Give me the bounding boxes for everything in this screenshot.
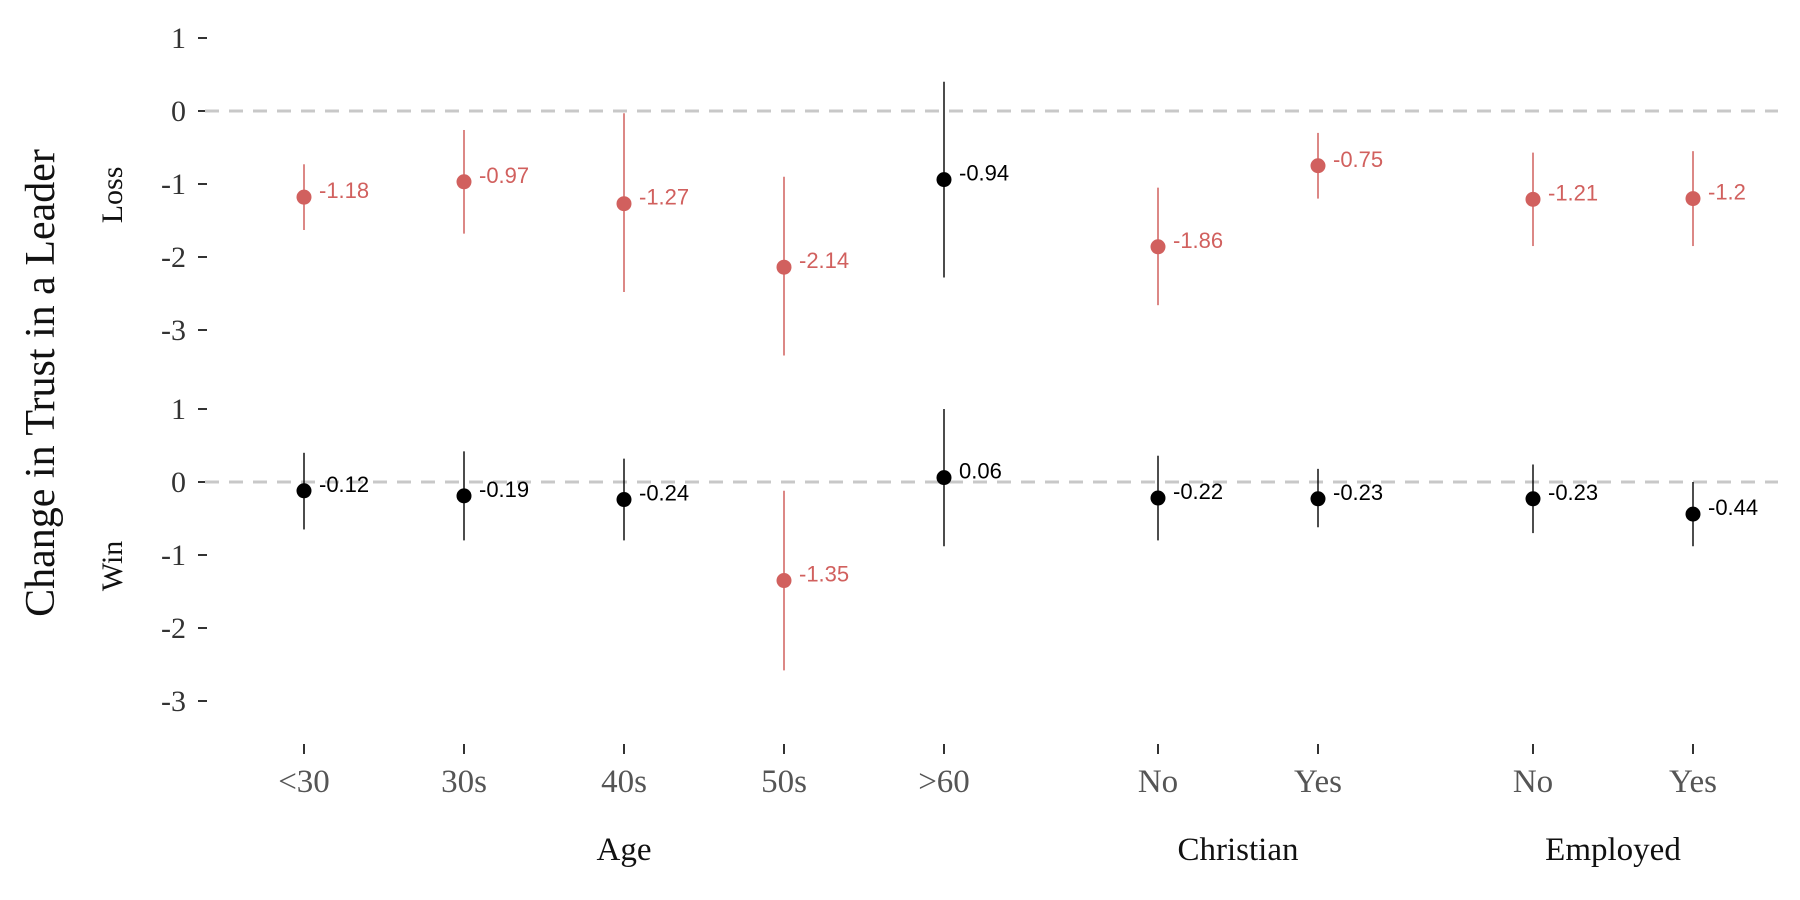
data-label: 0.06 [959,459,1002,484]
data-label: -0.24 [639,481,689,506]
x-tick-label: Yes [1294,764,1342,800]
y-tick-label: -3 [161,314,186,347]
data-point [1685,506,1701,522]
panel-win: Win 1 0 -1 -2 -3 -0.12 -0.19 -0.24 -1.35 0.06 -0.22… [96,393,1778,718]
data-point [296,189,312,205]
data-label: -1.18 [319,178,369,203]
x-tick-label: <30 [278,764,330,800]
data-point [1150,239,1166,255]
data-label: -1.21 [1548,180,1598,205]
data-point [776,573,792,589]
y-tick-label: -3 [161,685,186,718]
data-label: -1.27 [639,185,689,210]
panel-loss: Loss 1 0 -1 -2 -3 -1.18 -0.97 -1.27 -2.14 -0.94 -1.… [96,22,1778,356]
data-label: -0.23 [1548,480,1598,505]
data-label: -0.75 [1333,147,1383,172]
x-tick-label: 50s [761,764,807,800]
data-label: -0.97 [479,163,529,188]
data-point [1525,491,1541,507]
x-tick-label: No [1513,764,1553,800]
x-tick-label: Yes [1669,764,1717,800]
data-label: -0.44 [1708,495,1758,520]
data-label: -0.23 [1333,480,1383,505]
y-tick-label: -2 [161,241,186,274]
data-point [936,470,952,486]
group-label: Age [597,832,652,868]
x-tick-label: 40s [601,764,647,800]
group-label: Employed [1545,832,1681,868]
data-point [1525,191,1541,207]
data-point [456,488,472,504]
y-tick-label: 1 [171,22,186,55]
data-label: -1.35 [799,562,849,587]
y-axis-title: Change in Trust in a Leader [18,149,64,617]
panel-label: Win [96,541,129,591]
x-tick-label: >60 [918,764,970,800]
data-point [456,174,472,190]
data-point [616,196,632,212]
data-point [616,492,632,508]
data-label: -0.12 [319,472,369,497]
data-label: -0.22 [1173,479,1223,504]
data-label: -0.94 [959,161,1009,186]
y-tick-label: -1 [161,539,186,572]
data-label: -0.19 [479,477,529,502]
data-point [776,259,792,275]
x-tick-label: 30s [441,764,487,800]
data-label: -2.14 [799,248,849,273]
data-point [1150,490,1166,506]
data-point [296,483,312,499]
y-tick-label: -1 [161,168,186,201]
data-label: -1.2 [1708,180,1746,205]
panel-label: Loss [96,167,129,224]
x-tick-label: No [1138,764,1178,800]
y-tick-label: 1 [171,393,186,426]
data-point [936,172,952,188]
group-label: Christian [1178,832,1299,868]
data-point [1310,491,1326,507]
data-label: -1.86 [1173,228,1223,253]
y-tick-label: 0 [171,95,186,128]
panels: Loss 1 0 -1 -2 -3 -1.18 -0.97 -1.27 -2.14 -0.94 -1.… [96,22,1778,718]
y-tick-label: 0 [171,466,186,499]
data-point [1310,158,1326,174]
data-point [1685,191,1701,207]
y-tick-label: -2 [161,612,186,645]
